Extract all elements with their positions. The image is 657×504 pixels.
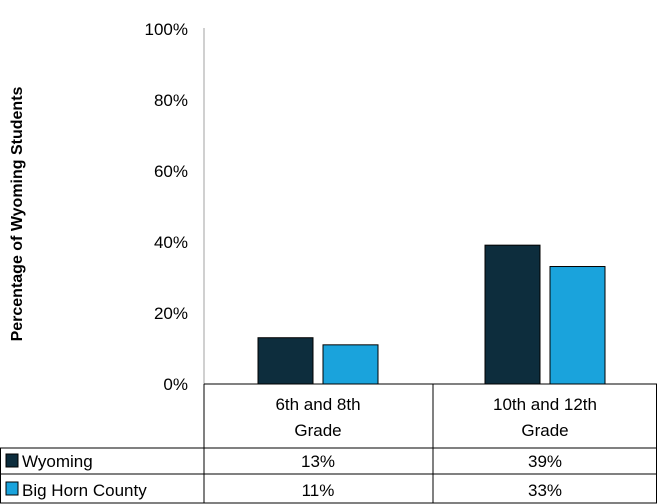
data-label: 13%	[301, 452, 335, 471]
legend-swatch-wyoming	[5, 453, 19, 468]
y-tick-labels: 0% 20% 40% 60% 80% 100%	[145, 20, 188, 394]
category-label: Grade	[294, 421, 341, 440]
category-label: Grade	[521, 421, 568, 440]
data-label: 11%	[302, 481, 335, 500]
legend-row-big-horn-county: Big Horn County 11% 33%	[5, 481, 562, 500]
y-tick-label: 0%	[163, 375, 188, 394]
bars	[257, 244, 606, 385]
category-label: 6th and 8th	[275, 395, 360, 414]
y-tick-label: 100%	[145, 20, 188, 39]
bar-wyoming	[484, 244, 541, 385]
category-labels: 6th and 8th Grade 10th and 12th Grade	[275, 395, 597, 440]
y-axis-label: Percentage of Wyoming Students	[9, 86, 26, 341]
data-label: 33%	[528, 481, 562, 500]
y-tick-label: 40%	[154, 233, 188, 252]
legend-swatch-big-horn-county	[5, 481, 19, 496]
bar-big-horn-county	[549, 266, 606, 385]
y-tick-label: 80%	[154, 91, 188, 110]
data-table	[0, 383, 657, 504]
data-label: 39%	[528, 452, 562, 471]
y-tick-label: 20%	[154, 304, 188, 323]
legend-row-wyoming: Wyoming 13% 39%	[5, 452, 562, 471]
legend-label: Big Horn County	[22, 481, 147, 500]
bar-wyoming	[257, 337, 314, 385]
legend-label: Wyoming	[22, 452, 93, 471]
bar-big-horn-county	[322, 344, 379, 385]
y-tick-label: 60%	[154, 162, 188, 181]
category-label: 10th and 12th	[493, 395, 597, 414]
